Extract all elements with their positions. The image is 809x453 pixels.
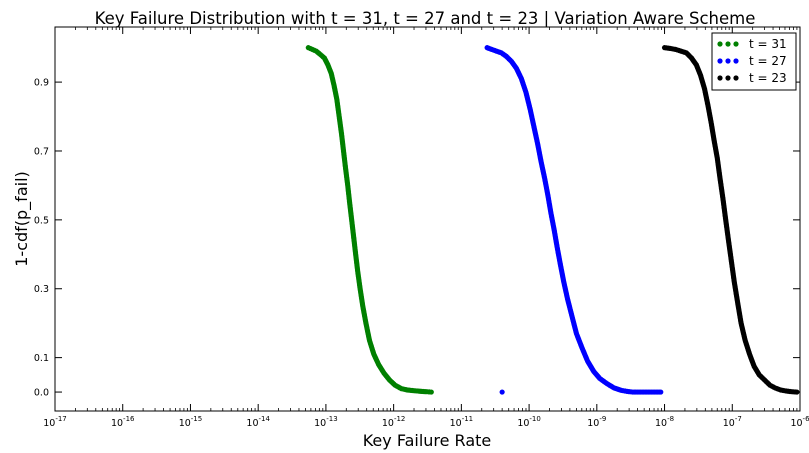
data-point bbox=[499, 389, 505, 395]
y-tick-label: 0.3 bbox=[34, 284, 49, 295]
x-tick-label: 10-13 bbox=[314, 415, 338, 429]
data-point bbox=[658, 389, 664, 395]
x-tick-label: 10-17 bbox=[43, 415, 67, 429]
chart-title: Key Failure Distribution with t = 31, t … bbox=[95, 9, 756, 28]
legend-marker bbox=[725, 41, 731, 47]
x-tick-label: 10-7 bbox=[723, 415, 742, 429]
legend-marker bbox=[717, 58, 723, 64]
y-tick-label: 0.1 bbox=[34, 353, 49, 364]
legend-marker bbox=[733, 58, 739, 64]
legend-marker bbox=[733, 75, 739, 81]
plot-area: 10-17 10-16 10-15 10-14 10-13 10-12 10-11 10-10… bbox=[34, 26, 809, 429]
x-tick-label: 10-8 bbox=[655, 415, 674, 429]
y-tick-label: 0.5 bbox=[34, 215, 49, 226]
legend: t = 31 t = 27 t = 23 bbox=[711, 32, 797, 91]
y-tick-label: 0.9 bbox=[34, 78, 49, 89]
legend-marker bbox=[733, 41, 739, 47]
legend-marker bbox=[717, 41, 723, 47]
x-axis-ticks: 10-17 10-16 10-15 10-14 10-13 10-12 10-11 10-10… bbox=[43, 27, 809, 429]
y-axis-label: 1-cdf(p_fail) bbox=[12, 171, 32, 267]
x-tick-label: 10-15 bbox=[179, 415, 203, 429]
series-2 bbox=[484, 45, 664, 395]
data-point bbox=[428, 389, 434, 395]
x-tick-label: 10-12 bbox=[382, 415, 406, 429]
y-tick-label: 0.7 bbox=[34, 146, 49, 157]
series-3 bbox=[661, 45, 800, 395]
x-tick-label: 10-6 bbox=[790, 415, 809, 429]
plot-frame bbox=[54, 26, 801, 412]
x-axis-label: Key Failure Rate bbox=[363, 431, 492, 450]
legend-label: t = 27 bbox=[749, 54, 787, 68]
y-axis-ticks: 0.0 0.1 0.3 0.5 0.7 0.9 bbox=[34, 78, 800, 399]
legend-item: t = 23 bbox=[717, 71, 787, 85]
data-layer bbox=[305, 45, 800, 395]
x-tick-label: 10-16 bbox=[111, 415, 135, 429]
legend-marker bbox=[717, 75, 723, 81]
x-tick-label: 10-11 bbox=[450, 415, 474, 429]
legend-marker bbox=[725, 75, 731, 81]
legend-item: t = 31 bbox=[717, 37, 787, 51]
legend-label: t = 31 bbox=[749, 37, 787, 51]
x-tick-label: 10-14 bbox=[246, 415, 270, 429]
y-tick-label: 0.0 bbox=[34, 388, 49, 399]
legend-item: t = 27 bbox=[717, 54, 787, 68]
legend-label: t = 23 bbox=[749, 71, 787, 85]
x-tick-label: 10-9 bbox=[587, 415, 606, 429]
series-1 bbox=[305, 45, 434, 395]
x-tick-label: 10-10 bbox=[517, 415, 541, 429]
legend-marker bbox=[725, 58, 731, 64]
